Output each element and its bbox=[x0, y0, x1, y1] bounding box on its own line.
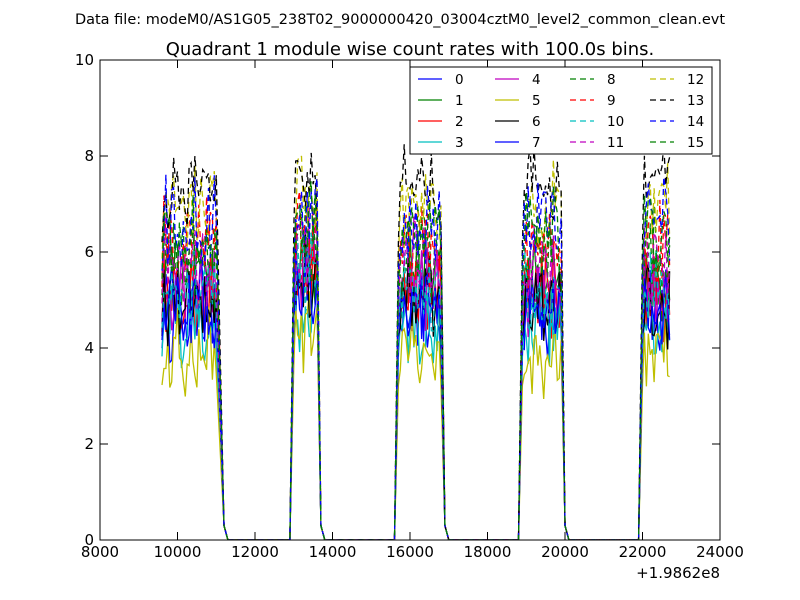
series-line-15 bbox=[161, 181, 671, 540]
x-tick-label: 24000 bbox=[696, 543, 744, 561]
legend-label-15: 15 bbox=[687, 135, 704, 151]
header-label: Data file: modeM0/AS1G05_238T02_90000004… bbox=[75, 12, 725, 28]
y-tick-label: 8 bbox=[84, 147, 94, 165]
series-line-6 bbox=[161, 229, 671, 540]
legend-label-11: 11 bbox=[607, 135, 624, 151]
series-line-0 bbox=[161, 267, 671, 540]
series-line-12 bbox=[161, 155, 671, 540]
x-tick-label: 12000 bbox=[231, 543, 279, 561]
x-tick-label: 14000 bbox=[309, 543, 357, 561]
y-tick-label: 10 bbox=[75, 51, 94, 69]
chart-title: Quadrant 1 module wise count rates with … bbox=[166, 39, 655, 60]
x-tick-label: 16000 bbox=[386, 543, 434, 561]
legend-label-8: 8 bbox=[607, 72, 616, 88]
plot-area bbox=[161, 144, 671, 540]
x-tick-label: 20000 bbox=[541, 543, 589, 561]
series-line-9 bbox=[161, 191, 671, 540]
legend-label-9: 9 bbox=[607, 93, 616, 109]
legend-label-1: 1 bbox=[455, 93, 464, 109]
series-line-8 bbox=[161, 204, 671, 540]
legend-label-12: 12 bbox=[687, 72, 704, 88]
series-line-14 bbox=[161, 174, 671, 540]
series-line-7 bbox=[161, 249, 671, 540]
legend-label-4: 4 bbox=[532, 72, 541, 88]
x-offset-label: +1.9862e8 bbox=[636, 564, 720, 582]
y-tick-label: 6 bbox=[84, 243, 94, 261]
legend-label-7: 7 bbox=[532, 135, 541, 151]
y-tick-label: 2 bbox=[84, 435, 94, 453]
legend-box bbox=[409, 66, 713, 155]
y-tick-label: 0 bbox=[84, 531, 94, 549]
legend-label-3: 3 bbox=[455, 135, 464, 151]
series-line-11 bbox=[161, 202, 671, 540]
x-tick-label: 8000 bbox=[81, 543, 119, 561]
x-tick-label: 18000 bbox=[464, 543, 512, 561]
legend-label-2: 2 bbox=[455, 114, 464, 130]
x-tick-label: 10000 bbox=[154, 543, 202, 561]
legend-label-14: 14 bbox=[687, 114, 704, 130]
y-tick-label: 4 bbox=[84, 339, 94, 357]
axes: 8000 10000 12000 14000 16000 18000 20000 22000 2… bbox=[75, 51, 744, 561]
x-tick-label: 22000 bbox=[619, 543, 667, 561]
legend-label-5: 5 bbox=[532, 93, 541, 109]
legend-label-10: 10 bbox=[607, 114, 624, 130]
legend-label-0: 0 bbox=[455, 72, 464, 88]
legend-label-6: 6 bbox=[532, 114, 541, 130]
series-line-5 bbox=[161, 291, 670, 540]
legend-label-13: 13 bbox=[687, 93, 704, 109]
series-line-13 bbox=[161, 144, 671, 540]
